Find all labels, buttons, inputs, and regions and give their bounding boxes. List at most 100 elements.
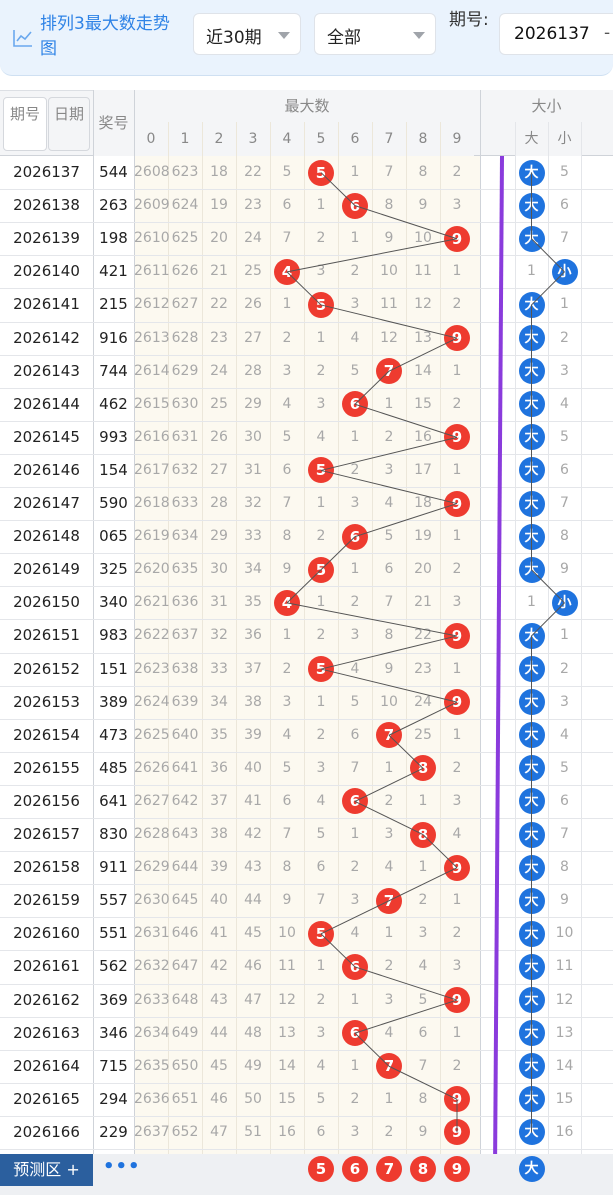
chart-title[interactable]: 排列3最大数走势图 — [12, 10, 184, 64]
omit-cell: 651 — [171, 1090, 199, 1107]
omit-cell: 2614 — [134, 362, 170, 379]
prediction-ball-8[interactable]: 8 — [410, 1156, 436, 1182]
omit-cell: 2 — [384, 428, 394, 445]
column-divider — [202, 122, 203, 1154]
omit-cell: 1 — [452, 461, 462, 478]
column-divider — [168, 122, 169, 1154]
prediction-button[interactable]: 预测区 + — [0, 1154, 93, 1186]
omit-cell: 1 — [350, 991, 360, 1008]
column-divider — [480, 90, 481, 1154]
award-number-cell: 983 — [99, 626, 128, 645]
issue-number-cell: 2026137 — [13, 163, 80, 181]
size-omit-cell: 5 — [560, 759, 569, 776]
prediction-big-ball[interactable]: 大 — [518, 1156, 545, 1182]
range-select[interactable]: 近30期 — [193, 13, 301, 55]
omit-cell: 641 — [171, 759, 199, 776]
filter-select[interactable]: 全部 — [314, 13, 436, 55]
row-divider — [0, 321, 613, 323]
omit-cell: 1 — [418, 859, 428, 876]
size-omit-cell: 11 — [555, 958, 574, 975]
omit-cell: 2636 — [134, 1090, 170, 1107]
omit-cell: 41 — [210, 925, 228, 942]
prediction-button-label: 预测区 — [13, 1160, 62, 1179]
omit-cell: 8 — [418, 1090, 428, 1107]
omit-cell: 4 — [282, 726, 292, 743]
omit-cell: 2 — [452, 925, 462, 942]
prediction-ball-9[interactable]: 9 — [444, 1156, 470, 1182]
issue-number-cell: 2026144 — [13, 394, 80, 413]
omit-cell: 4 — [316, 1057, 326, 1074]
big-ball: 大 — [518, 490, 545, 517]
omit-cell: 1 — [282, 627, 292, 644]
header-digit-1: 1 — [168, 122, 202, 156]
big-ball: 大 — [518, 1053, 545, 1080]
omit-cell: 636 — [171, 594, 199, 611]
omit-cell: 2608 — [134, 164, 170, 180]
omit-cell: 48 — [244, 1024, 262, 1041]
omit-cell: 15 — [414, 395, 432, 412]
size-omit-cell: 6 — [560, 461, 569, 478]
prediction-ball-7[interactable]: 7 — [376, 1156, 402, 1182]
column-divider — [236, 122, 237, 1154]
big-ball: 大 — [518, 325, 545, 352]
omit-cell: 50 — [244, 1090, 262, 1107]
size-omit-cell: 13 — [555, 1024, 574, 1041]
page-title: 排列3最大数走势图 — [40, 14, 170, 59]
size-omit-cell: 2 — [560, 660, 569, 677]
omit-cell: 624 — [171, 197, 199, 214]
omit-cell: 20 — [210, 230, 228, 247]
omit-cell: 625 — [171, 230, 199, 247]
issue-input[interactable]: 2026137 - — [499, 13, 613, 55]
size-omit-cell: 1 — [560, 296, 569, 313]
omit-cell: 47 — [244, 991, 262, 1008]
omit-cell: 1 — [316, 197, 326, 214]
header-digit-9: 9 — [440, 122, 474, 156]
omit-cell: 4 — [350, 329, 360, 346]
header-digit-0: 0 — [134, 122, 168, 156]
omit-cell: 21 — [414, 594, 432, 611]
row-divider — [0, 487, 613, 488]
omit-cell: 14 — [414, 362, 432, 379]
prediction-ball-5[interactable]: 5 — [308, 1156, 334, 1182]
max-digit-ball: 8 — [410, 821, 436, 848]
tab-date[interactable]: 日期 — [48, 97, 90, 151]
omit-cell: 2618 — [134, 495, 170, 511]
omit-cell: 21 — [210, 263, 228, 280]
omit-cell: 42 — [244, 826, 262, 842]
omit-cell: 25 — [210, 395, 228, 412]
omit-cell: 17 — [414, 461, 432, 478]
omit-cell: 639 — [171, 693, 199, 710]
omit-cell: 6 — [282, 792, 292, 809]
omit-cell: 2 — [282, 660, 292, 677]
more-icon[interactable]: ••• — [103, 1156, 141, 1177]
omit-cell: 2617 — [134, 461, 170, 478]
omit-cell: 18 — [414, 495, 432, 511]
issue-input-value: 2026137 — [514, 24, 590, 44]
omit-cell: 2610 — [134, 230, 170, 247]
max-digit-ball: 9 — [444, 854, 470, 881]
omit-cell: 40 — [210, 892, 228, 909]
omit-cell: 2613 — [134, 329, 170, 346]
omit-cell: 27 — [244, 329, 262, 346]
omit-cell: 49 — [244, 1057, 262, 1074]
size-omit-cell: 8 — [560, 859, 569, 876]
header-max-digit: 最大数 — [134, 90, 480, 122]
prediction-ball-6[interactable]: 6 — [342, 1156, 368, 1182]
omit-cell: 41 — [244, 792, 262, 809]
omit-cell: 1 — [452, 660, 462, 677]
omit-cell: 5 — [282, 164, 292, 180]
header-digit-6: 6 — [338, 122, 372, 156]
omit-cell: 5 — [282, 759, 292, 776]
omit-cell: 39 — [210, 859, 228, 876]
omit-cell: 3 — [316, 263, 326, 280]
omit-cell: 5 — [384, 528, 394, 545]
issue-label: 期号: — [449, 10, 489, 30]
row-divider — [0, 189, 613, 191]
header-size-big: 大 — [515, 122, 548, 156]
row-divider — [0, 387, 613, 389]
omit-cell: 4 — [384, 1024, 394, 1041]
tab-issue-number[interactable]: 期号 — [3, 97, 47, 151]
omit-cell: 650 — [171, 1057, 199, 1074]
omit-cell: 643 — [171, 826, 199, 842]
omit-cell: 1 — [316, 329, 326, 346]
